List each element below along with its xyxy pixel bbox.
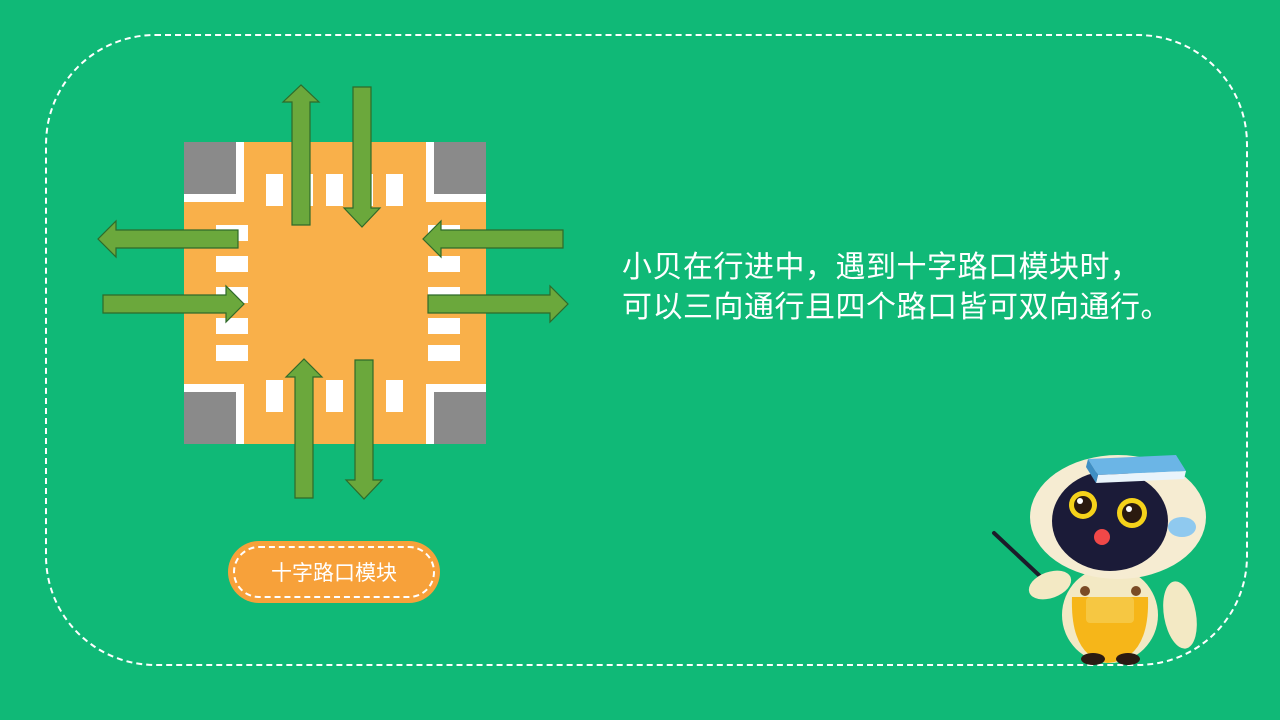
arrow-up-top [281,84,321,226]
arrow-down-bottom [344,359,384,500]
corner-block-top-right [434,142,486,194]
crossroad-diagram [97,84,569,500]
robot-mascot-illustration [992,455,1206,665]
corner-block-bottom-left [184,392,236,444]
module-label-pill: 十字路口模块 [228,541,440,603]
arrow-right-right [427,284,569,324]
corner-lines [184,142,486,444]
arrow-left-right [422,219,564,259]
dashed-frame [45,34,1248,666]
description-line-1: 小贝在行进中，遇到十字路口模块时， [622,250,1141,285]
description-line-2: 可以三向通行且四个路口皆可双向通行。 [622,290,1171,325]
module-label: 十字路口模块 [233,546,435,598]
arrow-left-left [97,219,239,259]
description-text: 小贝在行进中，遇到十字路口模块时， 可以三向通行且四个路口皆可双向通行。 [622,248,1242,328]
corner-block-top-left [184,142,236,194]
arrow-right-left [102,284,245,324]
arrow-down-top [342,86,382,228]
corner-block-bottom-right [434,392,486,444]
corner-blocks [184,142,486,444]
arrow-up-bottom [284,358,324,499]
direction-arrows [97,84,569,500]
